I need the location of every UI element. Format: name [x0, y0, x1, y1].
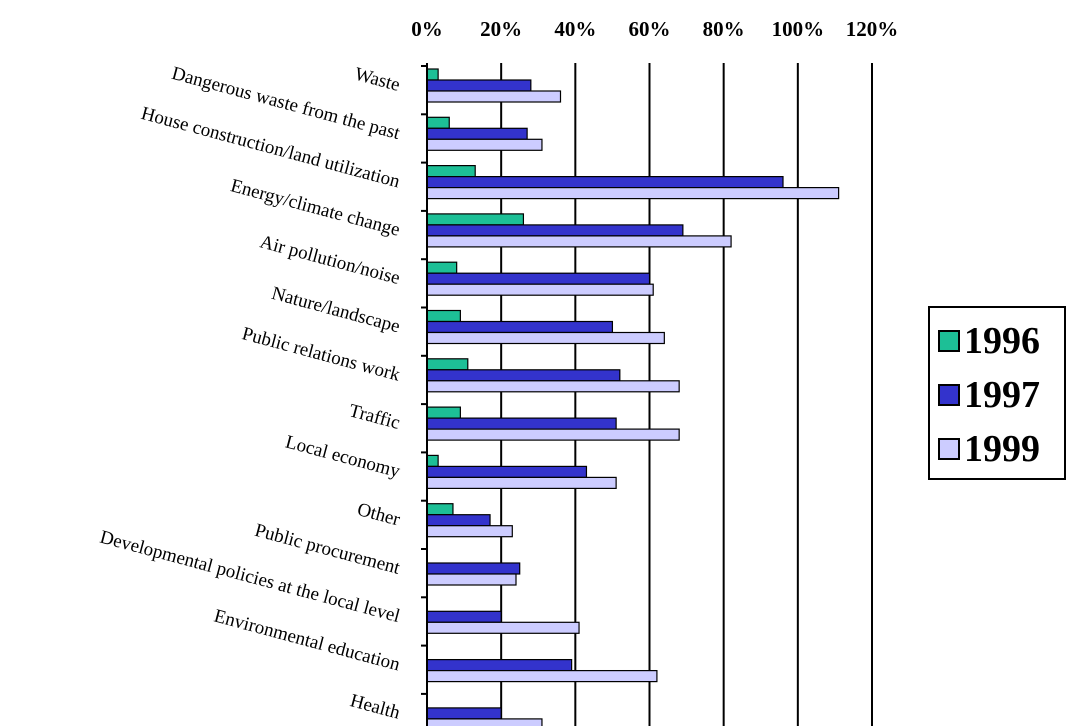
bar-1996	[426, 165, 476, 178]
x-tick-label: 20%	[480, 17, 522, 41]
category-label: Traffic	[347, 400, 402, 434]
x-tick-label: 80%	[703, 17, 745, 41]
legend-label-1999: 1999	[964, 428, 1040, 470]
bar-1999	[426, 525, 513, 538]
x-tick-label: 60%	[629, 17, 671, 41]
bar-1996	[426, 261, 458, 274]
x-axis-ticks: 0% 20% 40% 60% 80% 100% 120%	[411, 17, 898, 41]
x-tick-label: 0%	[411, 17, 443, 41]
category-label: Waste	[352, 64, 402, 96]
bar-1999	[426, 235, 732, 248]
bars	[426, 63, 840, 726]
bar-1997	[426, 369, 621, 382]
bar-1996	[426, 309, 461, 323]
bar-1997	[426, 320, 614, 334]
category-label: Health	[348, 690, 403, 724]
legend-item-1996: 1996	[938, 316, 1040, 366]
bar-1996	[426, 116, 450, 129]
bar-1999	[426, 428, 680, 441]
bar-1997	[426, 417, 617, 430]
gridlines	[421, 63, 873, 726]
bar-1999	[426, 476, 617, 489]
bar-1999	[426, 380, 680, 393]
bar-1996	[426, 213, 525, 226]
bar-1999	[426, 90, 562, 103]
bar-1996	[426, 358, 469, 371]
bar-1997	[426, 514, 491, 527]
x-tick-label: 100%	[772, 17, 825, 41]
bar-1999	[426, 718, 543, 726]
bar-1997	[426, 610, 502, 623]
bar-1999	[426, 331, 665, 345]
bar-1999	[426, 138, 543, 151]
bar-1996	[426, 454, 439, 467]
bar-1996	[426, 406, 461, 419]
bar-1996	[426, 68, 439, 81]
category-label: Public procurement	[252, 520, 402, 579]
legend-swatch-1999	[938, 438, 960, 460]
bar-1997	[426, 176, 784, 189]
bar-1999	[426, 187, 840, 200]
x-tick-label: 40%	[554, 17, 596, 41]
category-label: Developmental policies at the local leve…	[98, 527, 403, 627]
bar-1999	[426, 283, 654, 296]
category-label: Local economy	[283, 431, 403, 482]
legend-swatch-1996	[938, 330, 960, 352]
category-label: Other	[355, 499, 403, 531]
legend-swatch-1997	[938, 384, 960, 406]
category-label: Nature/landscape	[269, 283, 402, 337]
bar-1997	[426, 707, 502, 720]
legend-item-1997: 1997	[938, 370, 1040, 420]
bar-1999	[426, 669, 658, 683]
bar-1997	[426, 658, 573, 672]
legend-item-1999: 1999	[938, 424, 1040, 474]
legend: 1996 1997 1999	[928, 306, 1066, 480]
legend-label-1996: 1996	[964, 320, 1040, 362]
x-tick-label: 120%	[846, 17, 899, 41]
category-label: Public relations work	[240, 323, 403, 385]
bar-1996	[426, 503, 454, 516]
legend-label-1997: 1997	[964, 374, 1040, 416]
bar-1997	[426, 127, 528, 140]
bar-1999	[426, 621, 580, 634]
bar-1999	[426, 573, 517, 586]
bar-1997	[426, 272, 651, 285]
bar-1997	[426, 79, 532, 92]
bar-1997	[426, 562, 521, 575]
bar-1997	[426, 224, 684, 237]
category-label: Air pollution/noise	[258, 231, 403, 289]
bar-1997	[426, 465, 588, 478]
